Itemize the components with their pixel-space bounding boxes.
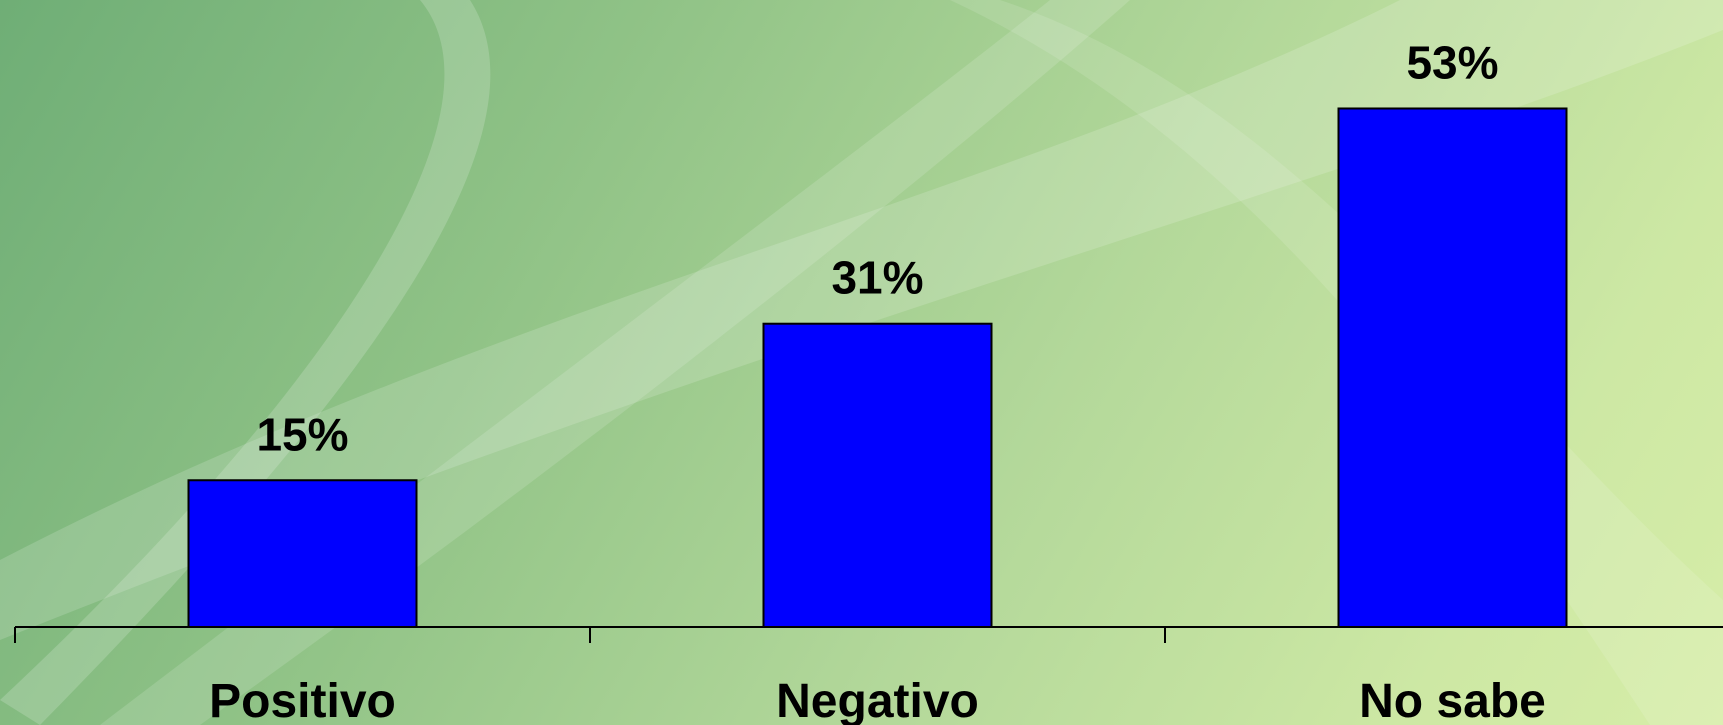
data-label: 15% xyxy=(256,408,348,460)
x-tick-label: No sabe xyxy=(1359,675,1546,725)
x-tick-label: Negativo xyxy=(776,675,979,725)
data-label: 53% xyxy=(1406,36,1498,88)
bar-no-sabe xyxy=(1337,107,1568,628)
x-tick-label: Positivo xyxy=(209,675,396,725)
bar-negativo xyxy=(762,322,993,628)
bar-positivo xyxy=(187,479,418,628)
data-label: 31% xyxy=(831,252,923,304)
